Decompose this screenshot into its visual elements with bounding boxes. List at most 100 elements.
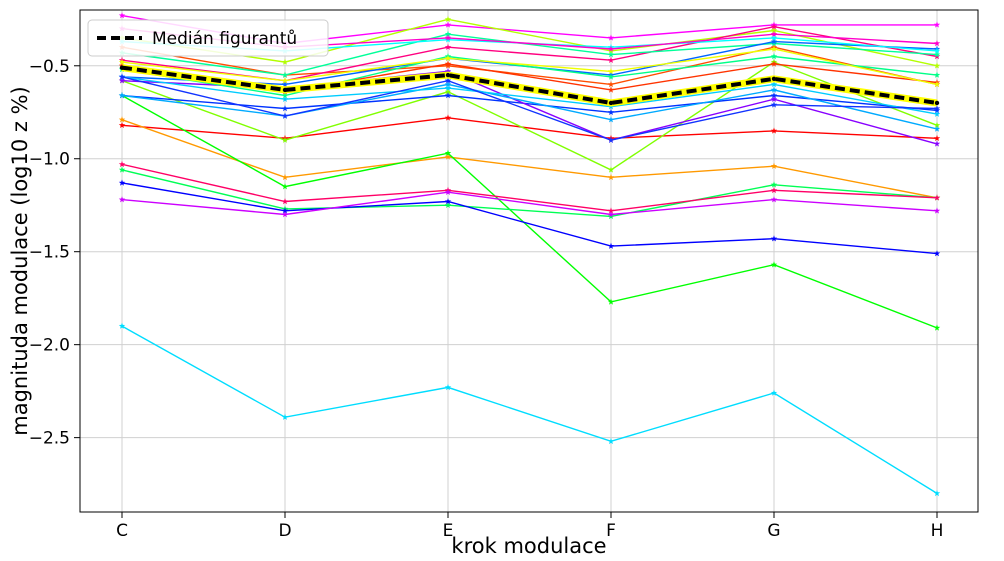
data-point	[607, 242, 615, 249]
y-tick-label: −2.0	[29, 336, 70, 356]
data-point	[770, 127, 778, 134]
data-point	[770, 53, 778, 60]
data-point	[444, 149, 452, 156]
data-point	[933, 107, 941, 114]
data-point	[118, 12, 126, 19]
data-point	[607, 45, 615, 52]
data-point	[933, 53, 941, 60]
x-axis-ticks: C D E F G H	[116, 512, 943, 541]
data-point	[118, 77, 126, 84]
data-point	[281, 81, 289, 88]
data-point	[281, 207, 289, 214]
data-point	[444, 77, 452, 84]
data-point	[607, 47, 615, 54]
median-point	[119, 65, 125, 70]
participant-series-15	[118, 188, 941, 218]
data-point	[444, 198, 452, 205]
series-line	[121, 182, 938, 255]
data-point	[281, 58, 289, 65]
data-point	[444, 43, 452, 50]
data-point	[770, 81, 778, 88]
x-tick-label: F	[606, 521, 616, 541]
data-point	[444, 36, 452, 43]
data-point	[770, 162, 778, 169]
series-line	[121, 191, 938, 216]
data-point	[607, 166, 615, 173]
data-point	[118, 116, 126, 123]
data-point	[770, 27, 778, 34]
legend-box	[87, 19, 329, 57]
series-line	[121, 76, 938, 141]
data-point	[933, 51, 941, 58]
data-point	[770, 186, 778, 194]
data-point	[444, 54, 452, 62]
data-point	[444, 188, 452, 195]
data-point	[770, 45, 778, 52]
data-point	[118, 166, 126, 173]
data-point	[281, 112, 289, 119]
data-point	[444, 88, 452, 95]
data-point	[933, 40, 941, 47]
data-point	[607, 213, 615, 220]
y-tick-label: −1.0	[29, 150, 70, 170]
series-line	[121, 61, 938, 171]
series-line	[121, 33, 938, 76]
data-point	[444, 84, 452, 91]
data-point	[607, 73, 615, 80]
x-tick-label: E	[443, 521, 454, 541]
data-point	[607, 34, 615, 41]
data-point	[933, 207, 941, 214]
data-point	[281, 183, 289, 190]
legend-median-label: Medián figurantů	[152, 29, 297, 49]
data-point	[933, 250, 941, 257]
data-point	[933, 324, 941, 331]
series-line	[121, 163, 938, 212]
data-point	[770, 40, 778, 47]
data-point	[770, 30, 778, 37]
x-tick-label: H	[931, 521, 944, 541]
participant-series-16	[118, 322, 941, 497]
data-point	[770, 181, 778, 188]
data-point	[770, 86, 778, 93]
data-point	[118, 92, 126, 99]
series-line	[121, 55, 938, 97]
data-point	[933, 134, 941, 141]
median-point	[771, 76, 777, 81]
data-point	[770, 23, 778, 30]
data-point	[444, 81, 452, 88]
data-point	[933, 110, 941, 117]
data-point	[444, 30, 452, 37]
data-point	[444, 92, 452, 99]
data-point	[281, 136, 289, 143]
median-point	[608, 100, 614, 106]
data-point	[933, 121, 941, 128]
data-point	[933, 62, 941, 69]
data-point	[770, 60, 778, 67]
data-point	[444, 34, 452, 41]
median-point	[445, 72, 451, 78]
series-line	[121, 117, 938, 140]
plot-frame	[79, 9, 979, 513]
data-point	[607, 116, 615, 123]
data-point	[770, 95, 778, 102]
data-point	[607, 173, 615, 181]
series-line	[121, 169, 938, 218]
data-point	[607, 136, 615, 143]
data-point	[444, 62, 452, 69]
data-point	[281, 413, 289, 420]
median-line	[121, 65, 938, 106]
data-point	[281, 105, 289, 112]
data-point	[281, 95, 289, 102]
data-point	[444, 21, 452, 28]
data-point	[607, 86, 615, 93]
series-line	[121, 325, 938, 494]
data-point	[770, 101, 778, 108]
data-point	[118, 196, 126, 203]
x-tick-label: C	[116, 521, 128, 541]
y-tick-label: −2.5	[29, 429, 70, 449]
data-point	[770, 38, 778, 45]
median-series	[119, 64, 940, 107]
data-point	[770, 92, 778, 99]
